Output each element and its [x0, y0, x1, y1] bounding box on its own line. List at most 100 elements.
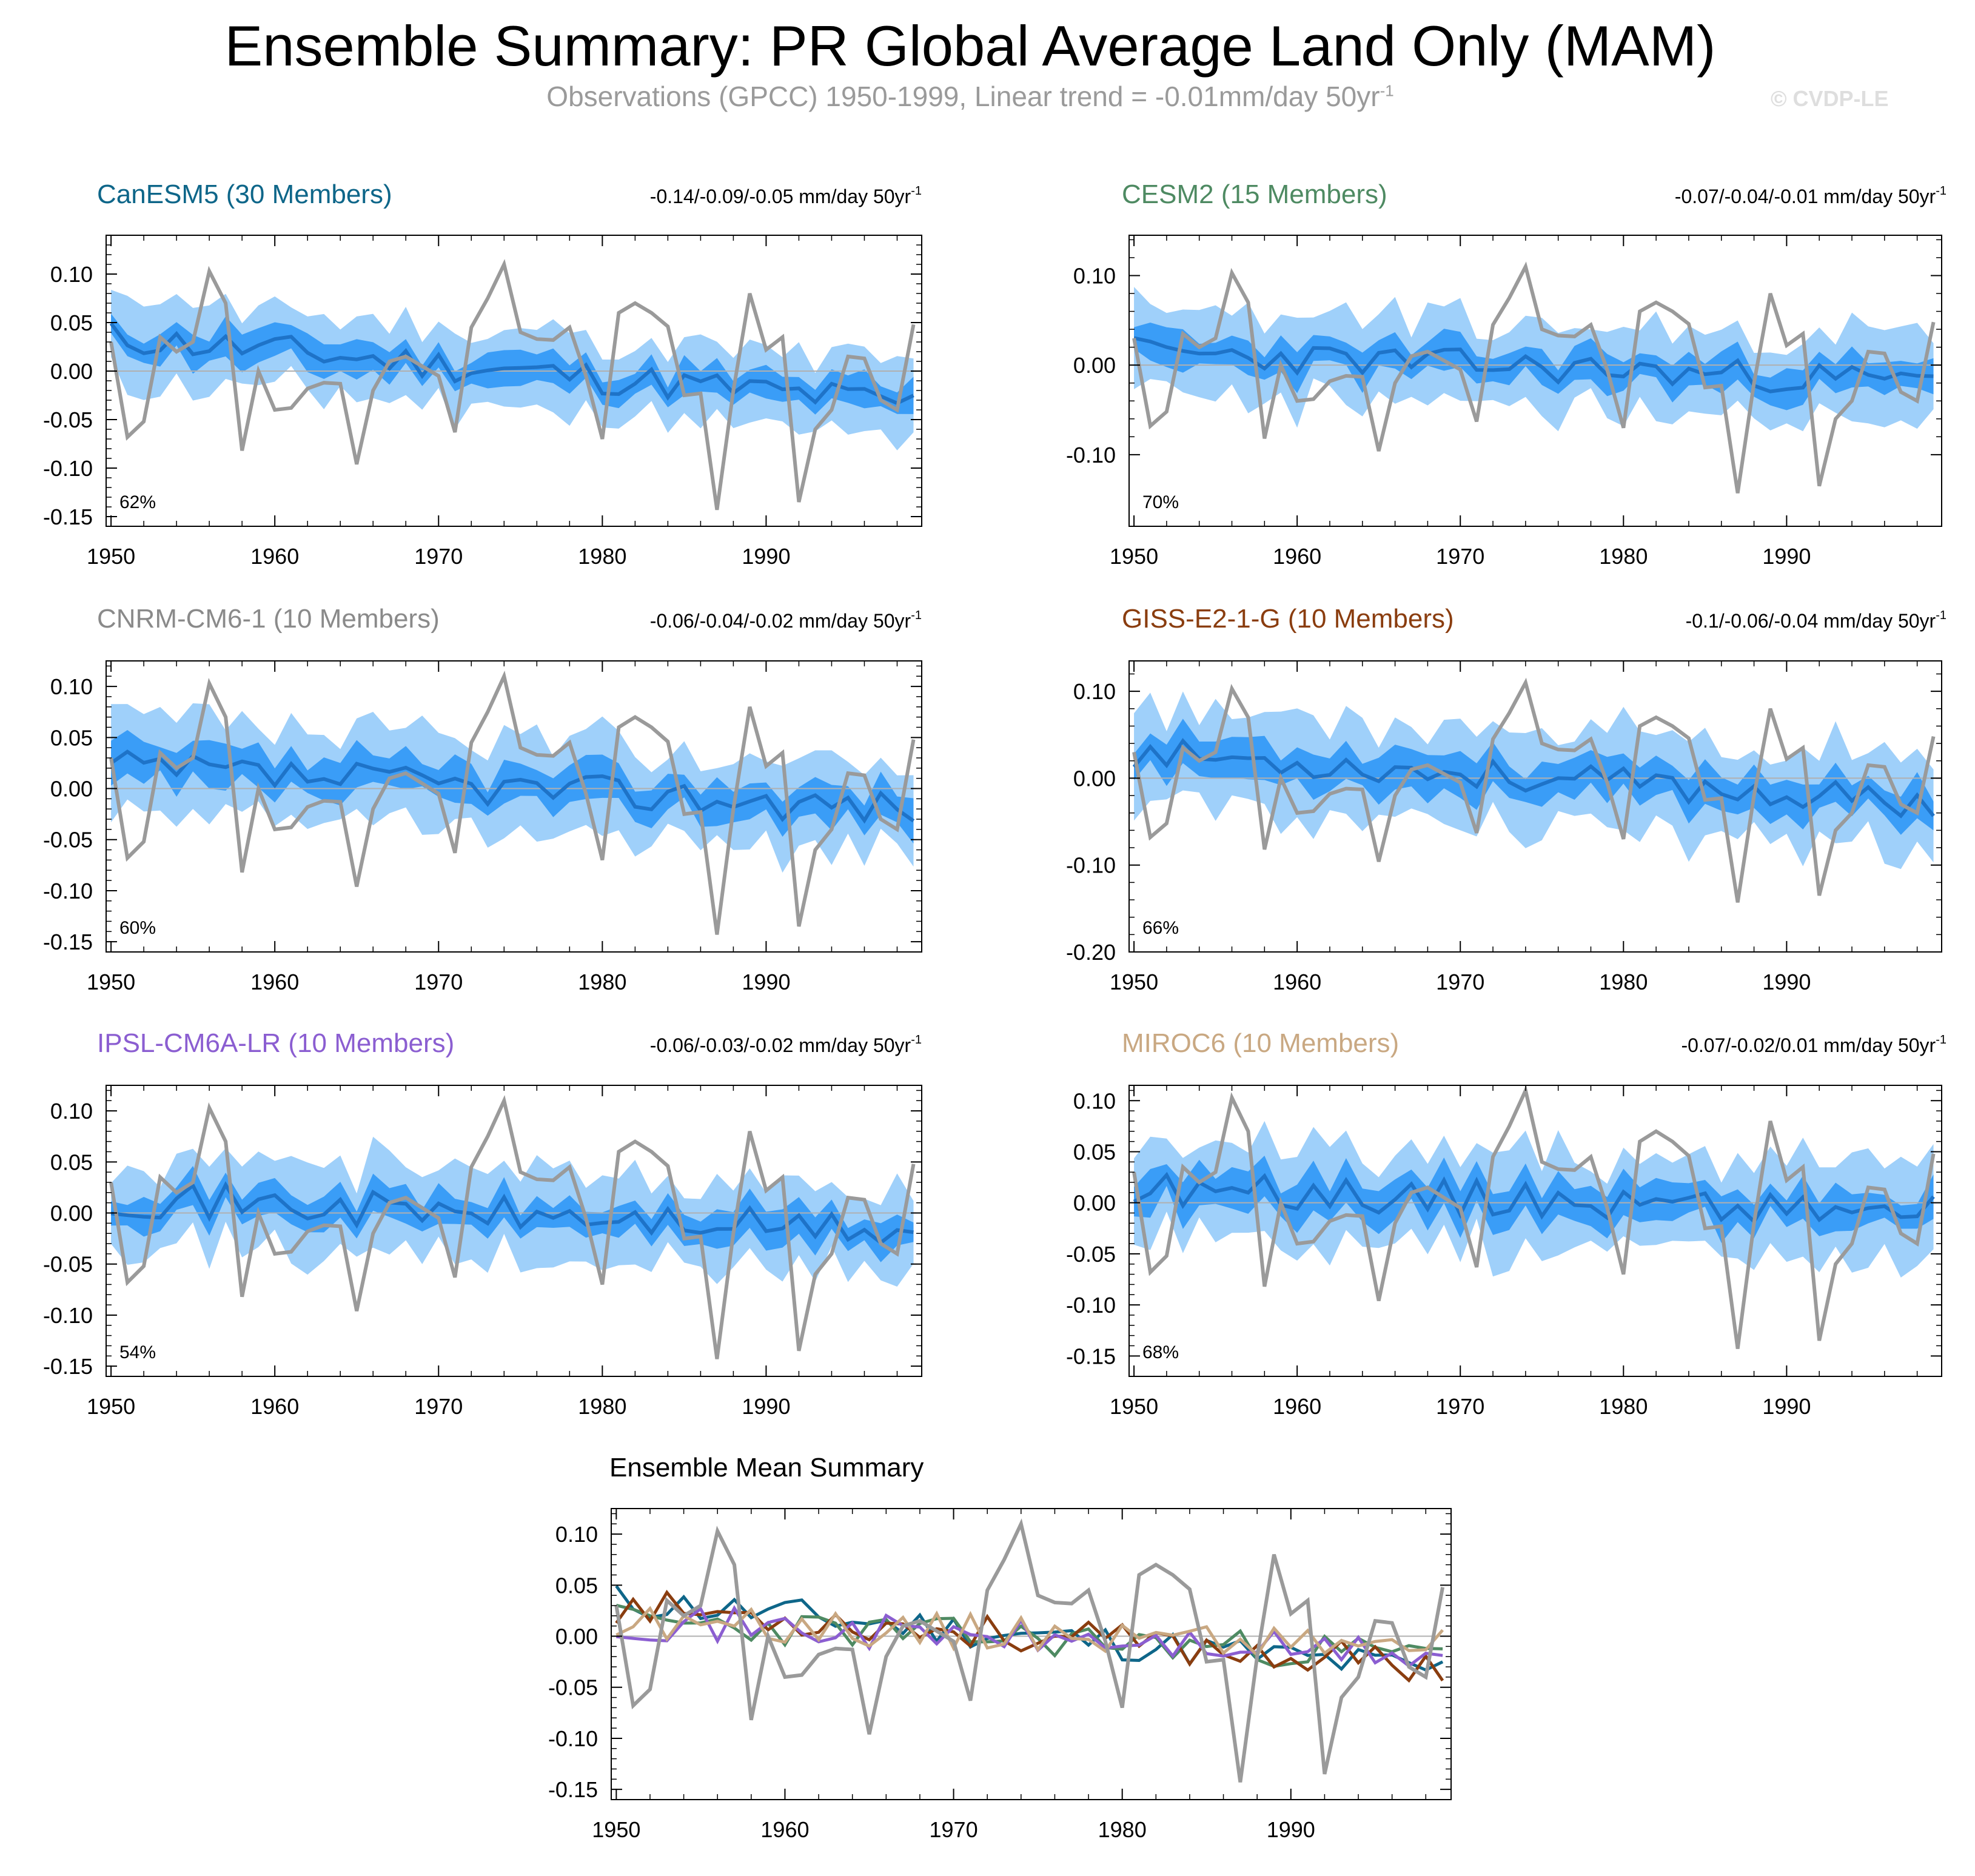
y-tick-label: 0.00: [1073, 766, 1116, 791]
observation-line: [109, 670, 916, 935]
x-tick-label: 1990: [1762, 544, 1811, 569]
x-tick-label: 1990: [742, 1394, 790, 1419]
x-tick-label: 1980: [1599, 970, 1648, 994]
x-tick-label: 1960: [250, 1394, 299, 1419]
chart-panel-6: -0.15 -0.10 -0.05 0.00 0.05 0.10 1950 1960 1970 1…: [548, 1453, 1452, 1842]
y-tick-label: -0.15: [43, 504, 93, 529]
trend-text: -0.07/-0.02/0.01 mm/day 50yr: [1681, 1034, 1936, 1056]
trend-exponent: -1: [911, 184, 922, 198]
plot-area: [1129, 677, 1942, 903]
panel-title: CanESM5 (30 Members): [97, 179, 392, 209]
panel-title: MIROC6 (10 Members): [1122, 1028, 1399, 1058]
observation-line: [109, 1094, 916, 1359]
y-tick-label: -0.15: [43, 1354, 93, 1379]
percent-label: 70%: [1142, 492, 1179, 512]
trend-text: -0.14/-0.09/-0.05 mm/day 50yr: [650, 186, 911, 207]
x-tick-label: 1970: [414, 970, 463, 994]
plot-area: [611, 1518, 1451, 1783]
plot-frame: [611, 1508, 1452, 1800]
panel-trend-label: -0.14/-0.09/-0.05 mm/day 50yr-1: [650, 184, 922, 207]
x-tick-label: 1950: [87, 544, 135, 569]
plot-area: [1129, 1085, 1942, 1349]
y-tick-label: 0.10: [1073, 263, 1116, 288]
y-tick-label: -0.10: [1066, 1293, 1116, 1318]
x-tick-label: 1980: [1098, 1817, 1147, 1842]
plot-frame: [1128, 1085, 1942, 1377]
panel-title: IPSL-CM6A-LR (10 Members): [97, 1028, 454, 1058]
observation-line: [109, 259, 916, 511]
y-tick-label: 0.05: [50, 725, 93, 750]
y-tick-label: -0.15: [43, 930, 93, 954]
panel-trend-label: -0.1/-0.06/-0.04 mm/day 50yr-1: [1686, 609, 1946, 632]
y-tick-label: -0.15: [1066, 1344, 1116, 1368]
percent-label: 54%: [119, 1342, 156, 1362]
plot-area: [106, 670, 922, 935]
trend-exponent: -1: [911, 1033, 922, 1047]
panel-trend-label: -0.06/-0.04/-0.02 mm/day 50yr-1: [650, 609, 922, 632]
x-tick-label: 1970: [414, 544, 463, 569]
x-tick-label: 1980: [578, 970, 626, 994]
panel-title: GISS-E2-1-G (10 Members): [1122, 604, 1454, 634]
x-tick-label: 1950: [1110, 1394, 1158, 1419]
trend-exponent: -1: [1936, 1033, 1946, 1047]
plot-area: [106, 259, 922, 511]
observation-line: [614, 1518, 1445, 1783]
y-tick-label: -0.05: [43, 1252, 93, 1277]
x-tick-label: 1990: [742, 970, 790, 994]
x-tick-label: 1990: [742, 544, 790, 569]
x-tick-label: 1960: [250, 970, 299, 994]
inner-spread-band: [111, 313, 914, 415]
panel-title: Ensemble Mean Summary: [609, 1453, 924, 1482]
y-tick-label: -0.10: [43, 456, 93, 481]
panel-trend-label: -0.06/-0.03/-0.02 mm/day 50yr-1: [650, 1033, 922, 1056]
chart-panel-2: -0.15 -0.10 -0.05 0.00 0.05 0.10 1950 1960 1970 1…: [43, 604, 922, 994]
chart-panel-3: -0.20 -0.10 0.00 0.10 1950 1960 1970 1980 1990 GI…: [1066, 604, 1946, 994]
y-tick-label: -0.10: [43, 1303, 93, 1328]
x-tick-label: 1950: [1110, 970, 1158, 994]
y-tick-label: -0.10: [548, 1726, 598, 1751]
ensemble-mean-line: [109, 322, 914, 406]
model-mean-line-5: [615, 1606, 1444, 1658]
x-tick-label: 1950: [87, 1394, 135, 1419]
ensemble-mean-line: [1133, 1171, 1935, 1225]
y-tick-label: -0.10: [1066, 443, 1116, 467]
y-tick-label: 0.05: [50, 1150, 93, 1174]
ensemble-mean-line: [1132, 738, 1935, 819]
copyright-label: © CVDP-LE: [1771, 86, 1889, 111]
x-tick-label: 1970: [1436, 544, 1484, 569]
y-tick-label: -0.05: [43, 828, 93, 853]
inner-spread-band: [1134, 323, 1934, 410]
y-tick-label: 0.05: [1073, 1139, 1116, 1164]
panel-title: CNRM-CM6-1 (10 Members): [97, 604, 440, 634]
panel-title: CESM2 (15 Members): [1122, 179, 1387, 209]
subtitle-exponent: -1: [1380, 81, 1394, 100]
percent-label: 66%: [1142, 918, 1179, 938]
y-tick-label: -0.10: [1066, 853, 1116, 878]
y-tick-label: 0.10: [50, 1099, 93, 1124]
y-tick-label: 0.05: [555, 1573, 598, 1598]
plot-area: [1129, 261, 1942, 494]
subtitle-text: Observations (GPCC) 1950-1999, Linear tr…: [546, 81, 1380, 112]
panel-trend-label: -0.07/-0.02/0.01 mm/day 50yr-1: [1681, 1033, 1946, 1056]
x-tick-label: 1950: [1110, 544, 1158, 569]
y-tick-label: 0.00: [50, 359, 93, 384]
x-tick-label: 1960: [760, 1817, 809, 1842]
x-tick-label: 1980: [578, 1394, 626, 1419]
x-tick-label: 1980: [578, 544, 626, 569]
chart-panel-1: -0.10 0.00 0.10 1950 1960 1970 1980 1990 CESM2 (…: [1066, 179, 1946, 569]
chart-panel-5: -0.15 -0.10 -0.05 0.00 0.05 0.10 1950 1960 1970 1…: [1066, 1028, 1946, 1419]
ensemble-mean-line: [110, 749, 915, 824]
x-tick-label: 1990: [1762, 970, 1811, 994]
y-tick-label: -0.10: [43, 879, 93, 903]
chart-panel-0: -0.15 -0.10 -0.05 0.00 0.05 0.10 1950 1960 1970 1…: [43, 179, 922, 569]
y-tick-label: 0.10: [1073, 679, 1116, 704]
inner-spread-band: [111, 729, 914, 844]
x-tick-label: 1970: [1436, 970, 1484, 994]
x-tick-label: 1970: [1436, 1394, 1484, 1419]
trend-text: -0.06/-0.04/-0.02 mm/day 50yr: [650, 610, 911, 632]
y-tick-label: 0.10: [50, 674, 93, 699]
plot-frame: [1128, 235, 1942, 527]
x-tick-label: 1970: [930, 1817, 978, 1842]
percent-label: 62%: [119, 492, 156, 512]
